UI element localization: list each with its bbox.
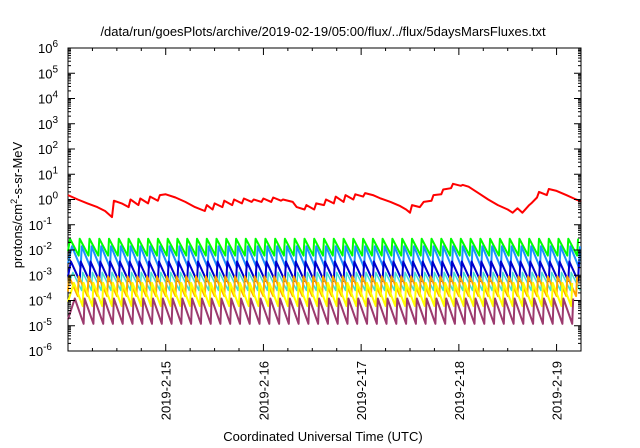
y-tick-label: 101: [38, 165, 58, 182]
x-tick-label: 2019-2-17: [354, 361, 369, 420]
x-axis-label: Coordinated Universal Time (UTC): [223, 429, 422, 444]
x-tick-label: 2019-2-15: [159, 361, 174, 420]
series-line: [67, 182, 582, 219]
plot-area: [67, 47, 582, 352]
y-tick-label: 10-6: [29, 342, 53, 359]
y-axis-label-prefix: protons/cm: [10, 204, 25, 268]
series-line: [67, 237, 580, 257]
series-line: [67, 271, 581, 292]
y-tick-label: 105: [38, 64, 58, 81]
y-tick-label: 10-3: [29, 266, 53, 283]
y-axis-label-suffix: -s-sr-MeV: [10, 141, 25, 198]
x-tick-label: 2019-2-19: [550, 361, 565, 420]
x-axis: 2019-2-15 2019-2-16 2019-2-17 2019-2-18 2019…: [67, 48, 582, 420]
y-tick-label: 10-2: [29, 241, 53, 258]
series-line: [67, 281, 574, 308]
y-tick-label: 104: [38, 90, 58, 107]
y-axis: 10-6 10-5 10-4 10-3 10-2 10-1 100 101 102 103 104 1…: [29, 39, 581, 359]
y-axis-label-sup: 2: [9, 199, 19, 204]
y-tick-label: 100: [38, 191, 58, 208]
chart-title: /data/run/goesPlots/archive/2019-02-19/0…: [100, 24, 546, 39]
series-line: [67, 260, 580, 282]
y-tick-label: 10-5: [29, 317, 53, 334]
y-tick-label: 103: [38, 115, 58, 132]
y-tick-label: 102: [38, 140, 58, 157]
y-tick-label: 10-1: [29, 216, 53, 233]
series-line: [67, 245, 581, 269]
series-line: [67, 297, 575, 325]
x-tick-label: 2019-2-18: [452, 361, 467, 420]
y-tick-label: 106: [38, 39, 58, 56]
series-layer: [67, 182, 582, 325]
y-tick-label: 10-4: [29, 292, 53, 309]
y-axis-label: protons/cm2-s-sr-MeV: [9, 141, 25, 268]
x-tick-label: 2019-2-16: [256, 361, 271, 420]
